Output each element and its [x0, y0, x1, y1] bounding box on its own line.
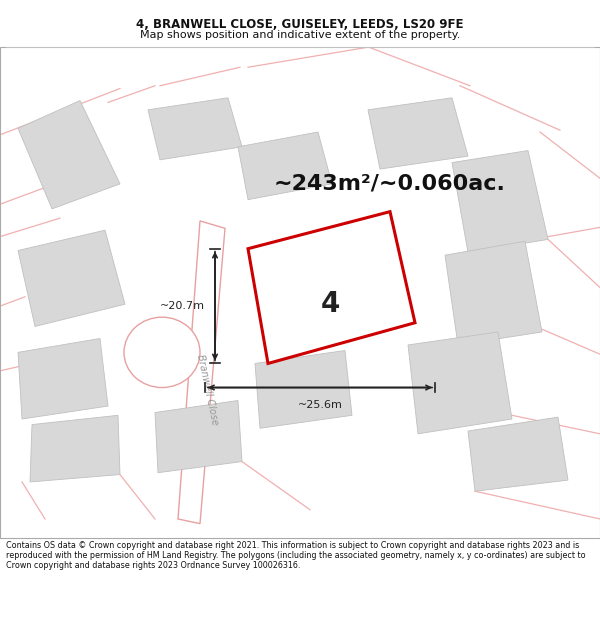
Circle shape — [124, 317, 200, 388]
Text: Map shows position and indicative extent of the property.: Map shows position and indicative extent… — [140, 30, 460, 40]
Polygon shape — [255, 351, 352, 428]
Text: ~243m²/~0.060ac.: ~243m²/~0.060ac. — [274, 174, 506, 194]
Polygon shape — [368, 98, 468, 169]
Text: 4: 4 — [320, 290, 340, 318]
Polygon shape — [248, 212, 415, 364]
Text: ~20.7m: ~20.7m — [160, 301, 205, 311]
Text: Contains OS data © Crown copyright and database right 2021. This information is : Contains OS data © Crown copyright and d… — [6, 541, 586, 571]
Polygon shape — [178, 221, 225, 524]
Polygon shape — [238, 132, 332, 199]
Polygon shape — [30, 415, 120, 482]
Polygon shape — [452, 151, 548, 252]
Polygon shape — [155, 401, 242, 472]
Polygon shape — [18, 101, 120, 209]
Polygon shape — [445, 241, 542, 345]
Polygon shape — [408, 332, 512, 434]
Polygon shape — [18, 339, 108, 419]
Text: ~25.6m: ~25.6m — [298, 401, 343, 411]
Text: 4, BRANWELL CLOSE, GUISELEY, LEEDS, LS20 9FE: 4, BRANWELL CLOSE, GUISELEY, LEEDS, LS20… — [136, 18, 464, 31]
Polygon shape — [18, 230, 125, 326]
Polygon shape — [148, 98, 242, 160]
Polygon shape — [468, 417, 568, 491]
Text: Branwell Close: Branwell Close — [194, 353, 220, 426]
